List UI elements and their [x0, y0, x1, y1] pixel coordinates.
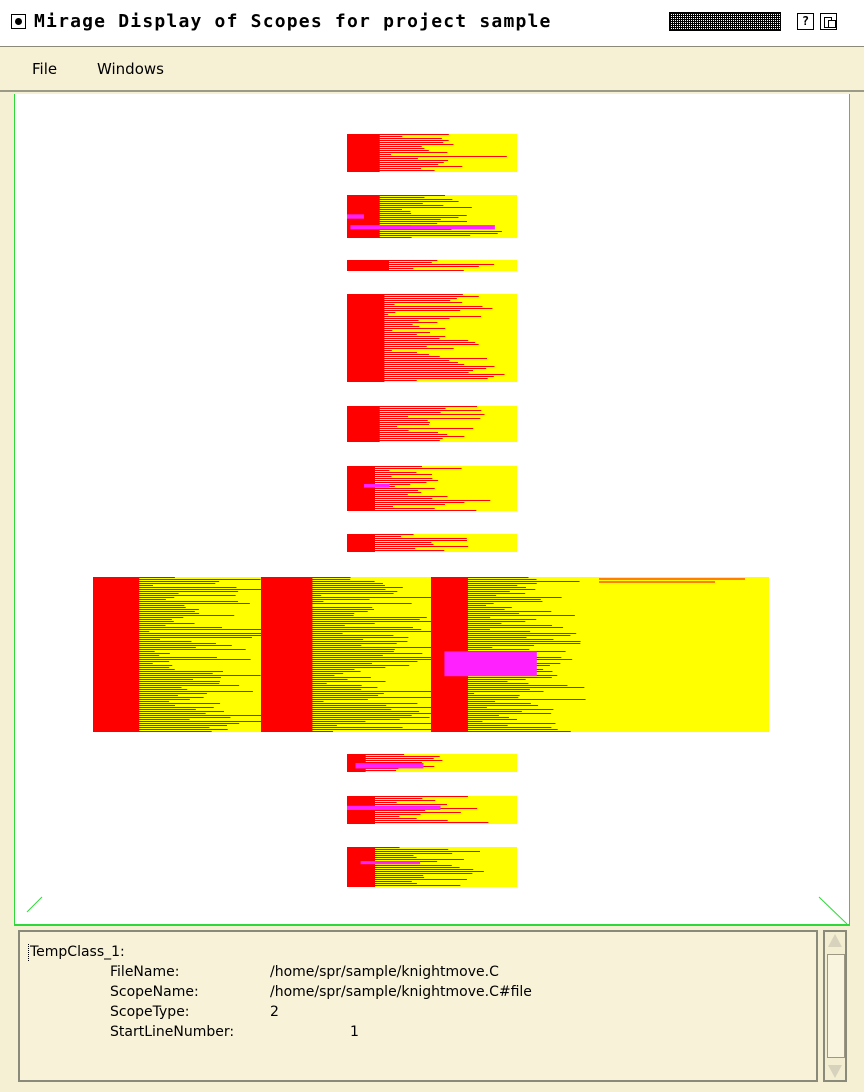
- info-filename-value: /home/spr/sample/knightmove.C: [270, 964, 499, 980]
- title-grip-icon[interactable]: [669, 12, 781, 31]
- title-bar[interactable]: Mirage Display of Scopes for project sam…: [0, 0, 864, 46]
- maximize-icon[interactable]: [820, 13, 837, 30]
- info-startline-label: StartLineNumber:: [110, 1024, 235, 1040]
- help-icon[interactable]: ?: [797, 13, 814, 30]
- window-title: Mirage Display of Scopes for project sam…: [34, 11, 552, 32]
- text-cursor: [28, 944, 30, 961]
- scroll-up-arrow-icon[interactable]: [828, 934, 842, 947]
- info-scopename-value: /home/spr/sample/knightmove.C#file: [270, 984, 532, 1000]
- scroll-thumb[interactable]: [827, 954, 845, 1058]
- menu-bar: File Windows: [0, 46, 864, 92]
- scope-block[interactable]: [347, 260, 517, 271]
- info-scopetype-label: ScopeType:: [110, 1004, 190, 1020]
- scope-block[interactable]: [599, 577, 769, 732]
- scope-display-canvas[interactable]: [14, 94, 850, 926]
- menu-file[interactable]: File: [32, 60, 58, 78]
- info-heading: TempClass_1:: [30, 944, 125, 960]
- info-startline-value: 1: [350, 1024, 359, 1040]
- window-menu-icon[interactable]: [11, 14, 26, 29]
- info-filename-label: FileName:: [110, 964, 180, 980]
- info-scopetype-value: 2: [270, 1004, 279, 1020]
- info-scrollbar[interactable]: [823, 930, 847, 1082]
- scope-info-panel[interactable]: TempClass_1: FileName: /home/spr/sample/…: [18, 930, 818, 1082]
- menu-windows[interactable]: Windows: [97, 60, 164, 78]
- info-scopename-label: ScopeName:: [110, 984, 199, 1000]
- scroll-down-arrow-icon[interactable]: [828, 1065, 842, 1078]
- scope-visualization: [26, 134, 848, 924]
